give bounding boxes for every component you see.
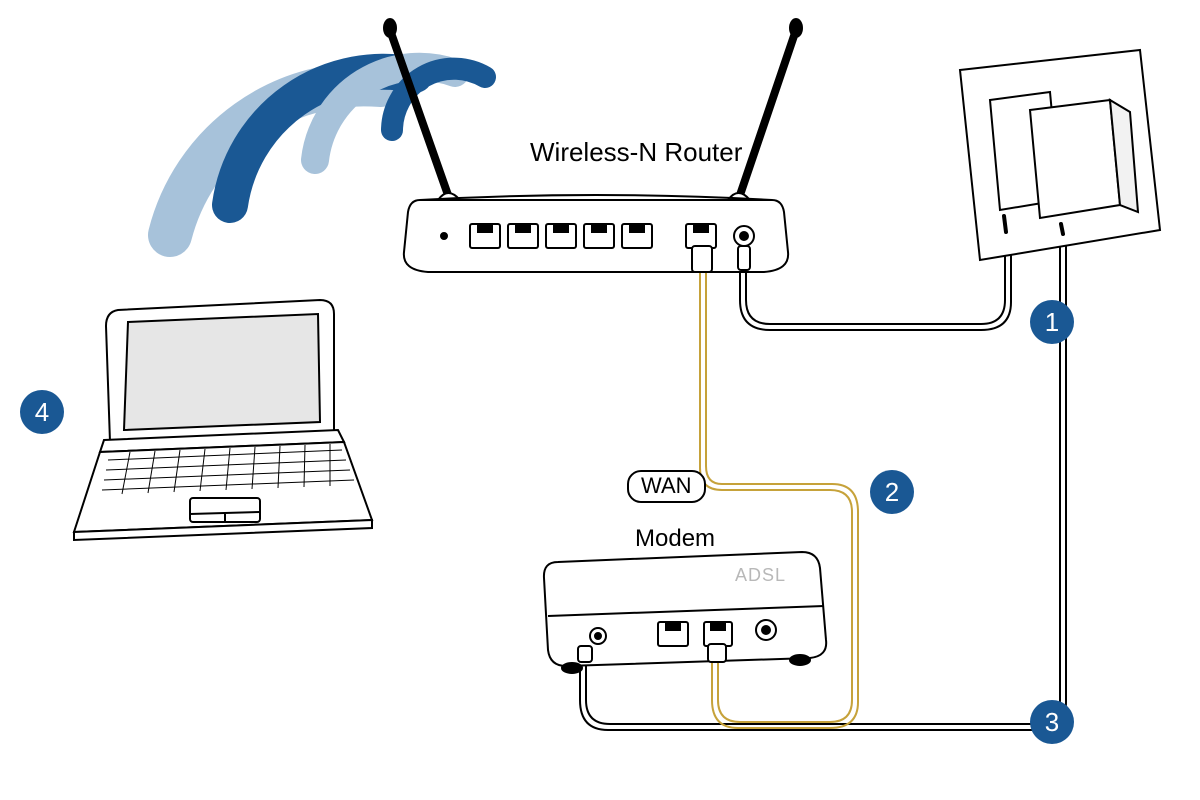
network-diagram (0, 0, 1200, 800)
step-badge-2: 2 (870, 470, 914, 514)
laptop-icon (74, 300, 372, 540)
wan-label: WAN (627, 470, 706, 503)
modem-label: Modem (635, 525, 715, 553)
step-badge-1: 1 (1030, 300, 1074, 344)
step-badge-4: 4 (20, 390, 64, 434)
wall-outlet-icon (960, 50, 1160, 260)
router-label: Wireless-N Router (530, 137, 742, 168)
adsl-label: ADSL (735, 565, 786, 586)
step-badge-3: 3 (1030, 700, 1074, 744)
